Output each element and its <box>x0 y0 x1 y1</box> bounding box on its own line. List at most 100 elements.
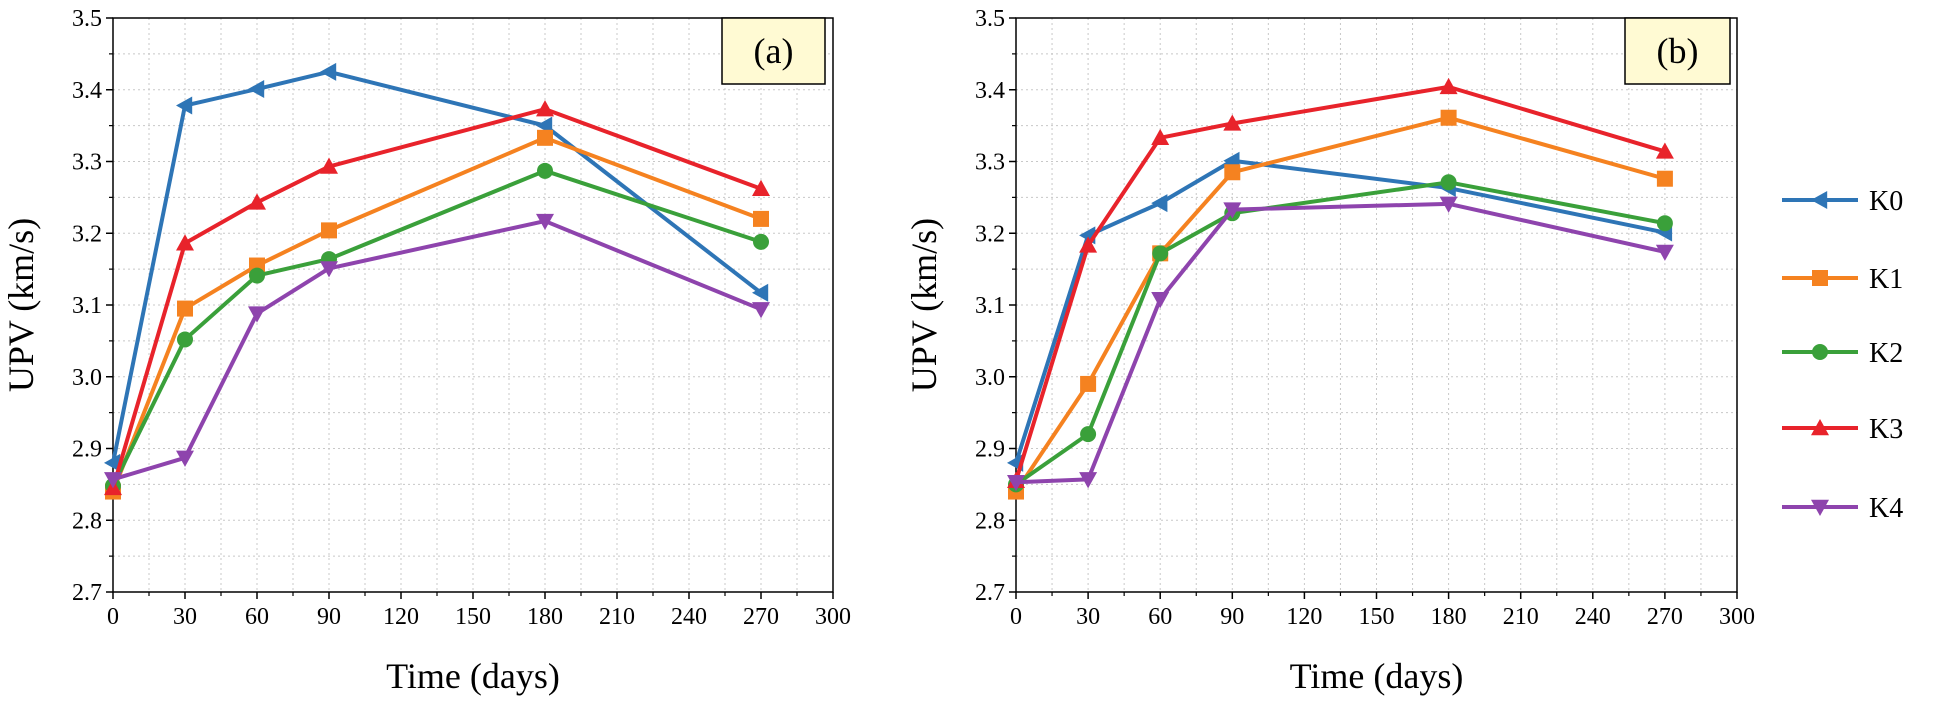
data-point-k3 <box>1439 77 1458 95</box>
data-point-k0 <box>176 96 193 115</box>
data-point-k2 <box>1440 174 1457 191</box>
x-tick-label: 300 <box>815 604 851 630</box>
y-tick-label: 3.0 <box>975 365 1005 391</box>
data-point-k4 <box>320 261 338 278</box>
data-point-k4 <box>1655 244 1674 261</box>
data-point-k4 <box>1151 292 1170 309</box>
x-axis-title: Time (days) <box>1290 656 1464 696</box>
data-point-k3 <box>1655 142 1674 159</box>
x-tick-label: 180 <box>1431 604 1467 630</box>
data-point-k3 <box>1079 236 1098 253</box>
series-line-k3 <box>1014 84 1666 482</box>
y-tick-label: 3.1 <box>72 293 102 319</box>
x-tick-label: 150 <box>455 604 491 630</box>
x-tick-label: 240 <box>1575 604 1611 630</box>
data-point-k4 <box>1007 475 1025 492</box>
legend-item-k3: K3 <box>1782 414 1903 445</box>
series-line-k4 <box>112 219 762 482</box>
x-tick-label: 120 <box>383 604 419 630</box>
series-k1 <box>1008 109 1673 500</box>
panel-label-box <box>1624 17 1731 85</box>
data-point-k4 <box>248 306 266 323</box>
y-tick-label: 3.3 <box>72 150 102 176</box>
legend-item-k2: K2 <box>1782 338 1903 369</box>
x-tick-label: 60 <box>245 604 269 630</box>
data-point-k4 <box>104 472 122 489</box>
x-tick-label: 270 <box>743 604 779 630</box>
legend-marker <box>1811 419 1829 436</box>
x-tick-label: 210 <box>1503 604 1539 630</box>
legend-label: K0 <box>1869 186 1903 217</box>
panel-label: (b) <box>1657 31 1699 71</box>
legend-item-k0: K0 <box>1782 186 1903 217</box>
x-axis-title: Time (days) <box>386 656 560 696</box>
legend-label: K1 <box>1869 264 1903 295</box>
grid-lines <box>1016 18 1737 592</box>
x-tick-label: 270 <box>1647 604 1683 630</box>
series-k0 <box>104 62 769 472</box>
y-tick-label: 2.9 <box>975 437 1005 463</box>
legend-label: K3 <box>1869 414 1903 445</box>
grid-lines <box>113 18 833 592</box>
x-tick-label: 30 <box>173 604 197 630</box>
series-line-k1 <box>1014 115 1666 493</box>
y-tick-label: 2.8 <box>72 508 102 534</box>
legend-label: K2 <box>1869 338 1903 369</box>
data-point-k0 <box>1151 194 1168 213</box>
x-tick-label: 180 <box>527 604 563 630</box>
x-tick-label: 0 <box>107 604 119 630</box>
y-axis-title: UPV (km/s) <box>1 218 41 392</box>
y-tick-label: 3.4 <box>72 78 102 104</box>
series-k4 <box>104 213 770 489</box>
data-point-k2 <box>537 162 553 179</box>
y-tick-label: 3.0 <box>72 365 102 391</box>
y-tick-label: 3.2 <box>72 221 102 247</box>
x-tick-label: 60 <box>1148 604 1172 630</box>
legend-label: K4 <box>1869 493 1903 524</box>
series-line-k0 <box>111 69 763 464</box>
data-point-k0 <box>752 283 769 302</box>
x-tick-label: 120 <box>1286 604 1322 630</box>
data-point-k1 <box>1224 164 1241 181</box>
series-k3 <box>104 100 770 496</box>
data-point-k4 <box>1439 196 1458 213</box>
series-line-k1 <box>111 135 762 493</box>
data-point-k1 <box>1440 109 1457 126</box>
x-tick-label: 240 <box>671 604 707 630</box>
legend-item-k4: K4 <box>1782 493 1903 524</box>
data-point-k4 <box>752 302 770 319</box>
chart-panel-b: 0 30 60 90 120 150 180 210 240 270 300 2.7 2.8 2.9 3.0… <box>904 6 1755 696</box>
x-tick-label: 0 <box>1010 604 1022 630</box>
legend-marker <box>1811 191 1828 209</box>
y-tick-label: 2.7 <box>72 580 102 606</box>
y-tick-label: 3.5 <box>975 6 1005 32</box>
series-line-k2 <box>1014 180 1666 487</box>
y-tick-label: 3.2 <box>975 221 1005 247</box>
data-point-k4 <box>176 450 194 467</box>
series-k4 <box>1007 196 1674 492</box>
panel-label: (a) <box>754 31 794 71</box>
x-tick-label: 210 <box>599 604 635 630</box>
y-axis-title: UPV (km/s) <box>904 218 944 392</box>
x-tick-label: 90 <box>317 604 341 630</box>
chart-panel-a: 0 30 60 90 120 150 180 210 240 270 300 2.7 2.8 2.9 3.0… <box>1 6 851 696</box>
legend-marker <box>1812 270 1828 286</box>
data-point-k2 <box>249 267 265 284</box>
data-point-k2 <box>1080 426 1097 443</box>
y-tick-label: 3.4 <box>975 78 1005 104</box>
data-point-k2 <box>1152 245 1169 262</box>
data-point-k2 <box>753 233 769 250</box>
x-tick-label: 300 <box>1719 604 1755 630</box>
legend: K0 K1 K2 K3 K4 <box>1782 186 1903 524</box>
data-point-k3 <box>536 100 554 117</box>
data-point-k0 <box>248 80 265 99</box>
data-point-k3 <box>248 193 266 210</box>
x-tick-label: 150 <box>1359 604 1395 630</box>
y-tick-label: 2.9 <box>72 437 102 463</box>
data-point-k4 <box>536 213 554 231</box>
series-line-k3 <box>111 107 762 489</box>
legend-marker <box>1811 499 1829 516</box>
data-point-k1 <box>1080 375 1097 392</box>
